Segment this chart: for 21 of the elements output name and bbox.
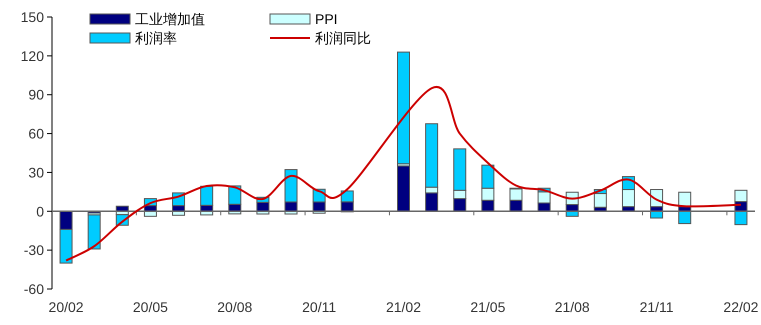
y-tick-label: 30 <box>28 164 44 180</box>
x-tick-label: 21/11 <box>640 299 674 315</box>
x-tick-label: 20/05 <box>132 299 168 315</box>
x-tick-label: 21/08 <box>554 299 590 315</box>
y-tick-label: 0 <box>36 203 44 220</box>
y-tick-label: 60 <box>28 126 44 142</box>
y-tick-label: -60 <box>24 281 44 297</box>
x-tick-label: 21/02 <box>386 299 422 315</box>
y-tick-label: 90 <box>28 86 44 103</box>
legend-label: 工业增加值 <box>135 11 205 27</box>
x-tick-label: 20/11 <box>302 299 336 315</box>
legend-label: 利润率 <box>135 30 177 46</box>
legend-label: 利润同比 <box>315 30 371 46</box>
x-tick-label: 22/02 <box>723 299 759 315</box>
y-tick-label: 150 <box>20 9 44 25</box>
y-tick-label: 120 <box>20 48 44 64</box>
x-tick-label: 21/05 <box>470 299 506 315</box>
legend-label: PPI <box>315 11 338 27</box>
x-tick-label: 20/02 <box>48 299 84 315</box>
x-tick-label: 20/08 <box>217 299 253 315</box>
y-tick-label: -30 <box>24 242 44 258</box>
